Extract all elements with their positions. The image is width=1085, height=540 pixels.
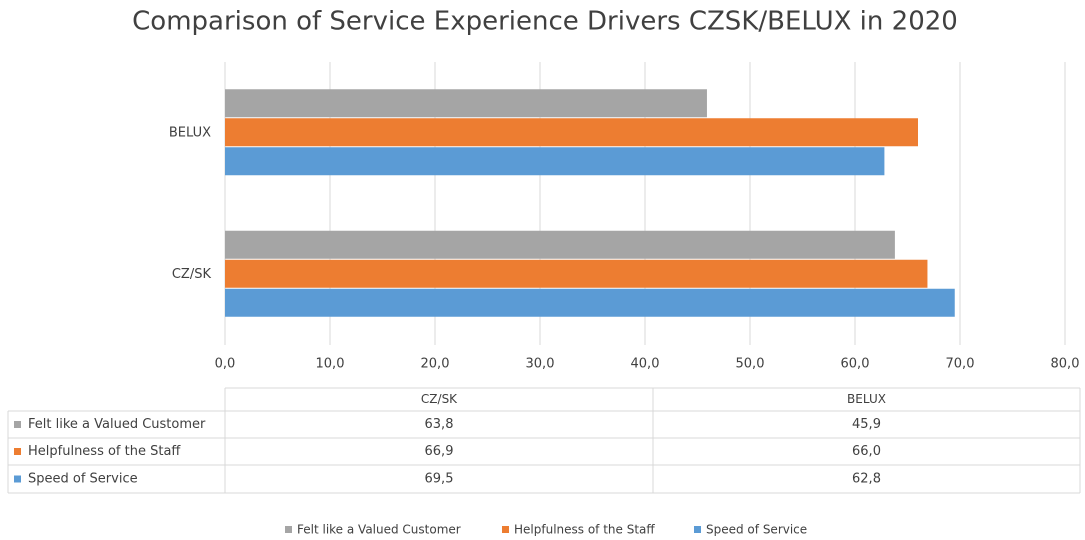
bar [225, 89, 707, 118]
bar [225, 259, 928, 288]
x-tick-label: 50,0 [736, 357, 765, 372]
x-tick-label: 60,0 [841, 357, 870, 372]
table-key [14, 475, 21, 483]
y-tick-label: CZ/SK [172, 267, 212, 282]
legend-swatch [694, 526, 701, 533]
table-header: BELUX [847, 392, 886, 406]
x-tick-label: 30,0 [526, 357, 555, 372]
table-key [14, 421, 21, 428]
bar [225, 118, 918, 147]
table-row-label: Felt like a Valued Customer [28, 417, 206, 432]
bar [225, 288, 955, 317]
table-cell: 66,9 [425, 444, 454, 459]
x-tick-label: 40,0 [631, 357, 660, 372]
table-cell: 66,0 [852, 444, 881, 459]
legend-label: Helpfulness of the Staff [514, 523, 655, 537]
legend-label: Felt like a Valued Customer [297, 523, 461, 537]
table-header: CZ/SK [421, 392, 458, 406]
table-row-label: Speed of Service [28, 472, 138, 487]
bar [225, 147, 885, 176]
legend-swatch [285, 526, 292, 533]
table-cell: 69,5 [425, 472, 454, 487]
table-cell: 62,8 [852, 472, 881, 487]
table-key [14, 448, 21, 455]
x-tick-label: 0,0 [215, 357, 236, 372]
chart-title: Comparison of Service Experience Drivers… [132, 7, 958, 37]
x-tick-label: 70,0 [946, 357, 975, 372]
x-tick-label: 10,0 [316, 357, 345, 372]
legend-swatch [502, 526, 509, 533]
x-tick-label: 80,0 [1051, 357, 1080, 372]
table-cell: 45,9 [852, 417, 881, 432]
bar [225, 230, 895, 259]
legend-label: Speed of Service [706, 523, 807, 537]
table-cell: 63,8 [425, 417, 454, 432]
table-row-label: Helpfulness of the Staff [28, 444, 181, 459]
x-tick-label: 20,0 [421, 357, 450, 372]
y-tick-label: BELUX [169, 125, 211, 140]
